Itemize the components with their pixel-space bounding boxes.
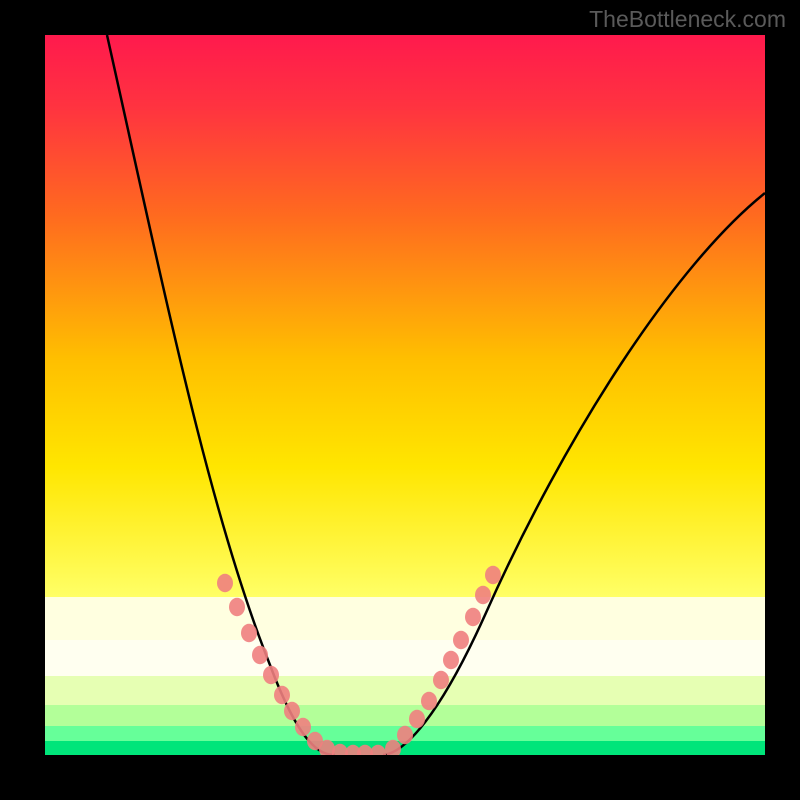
marker-dot [295,718,311,736]
marker-dot [385,740,401,755]
marker-dot [409,710,425,728]
marker-dot [443,651,459,669]
marker-dot [397,726,413,744]
marker-dot [274,686,290,704]
chart-container: TheBottleneck.com [0,0,800,800]
marker-dot [465,608,481,626]
marker-dot [485,566,501,584]
marker-dot [217,574,233,592]
left-curve [107,35,335,755]
right-curve [383,193,765,755]
marker-dot [433,671,449,689]
marker-dot [284,702,300,720]
marker-dot [241,624,257,642]
curves-layer [45,35,765,755]
marker-dot [229,598,245,616]
marker-dot [263,666,279,684]
marker-dot [370,745,386,755]
watermark-text: TheBottleneck.com [589,6,786,33]
marker-dot [475,586,491,604]
marker-dot [453,631,469,649]
marker-dot [421,692,437,710]
marker-dot [252,646,268,664]
markers-group [217,566,501,755]
plot-area [45,35,765,755]
